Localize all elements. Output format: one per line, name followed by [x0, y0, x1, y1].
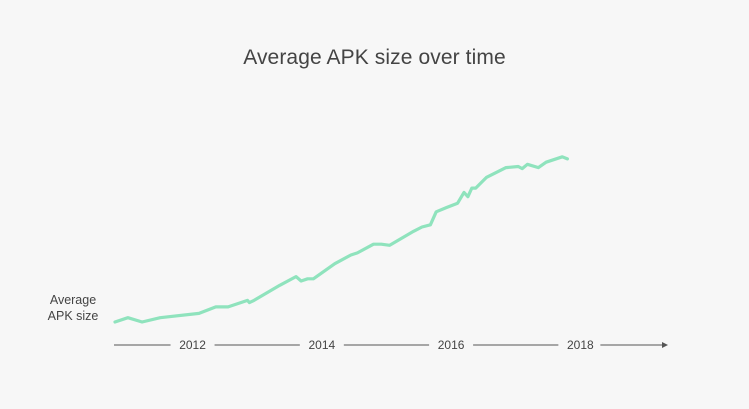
x-tick-label: 2018	[567, 338, 594, 352]
chart-title: Average APK size over time	[243, 46, 506, 69]
x-tick-label: 2012	[179, 338, 206, 352]
x-tick-label: 2016	[438, 338, 465, 352]
series-line-0	[113, 155, 570, 324]
y-axis-label: Average APK size	[47, 293, 99, 323]
series-line-group	[113, 155, 570, 324]
x-tick-label: 2014	[308, 338, 335, 352]
x-axis: 2012 2014 2016 2018	[114, 338, 668, 352]
